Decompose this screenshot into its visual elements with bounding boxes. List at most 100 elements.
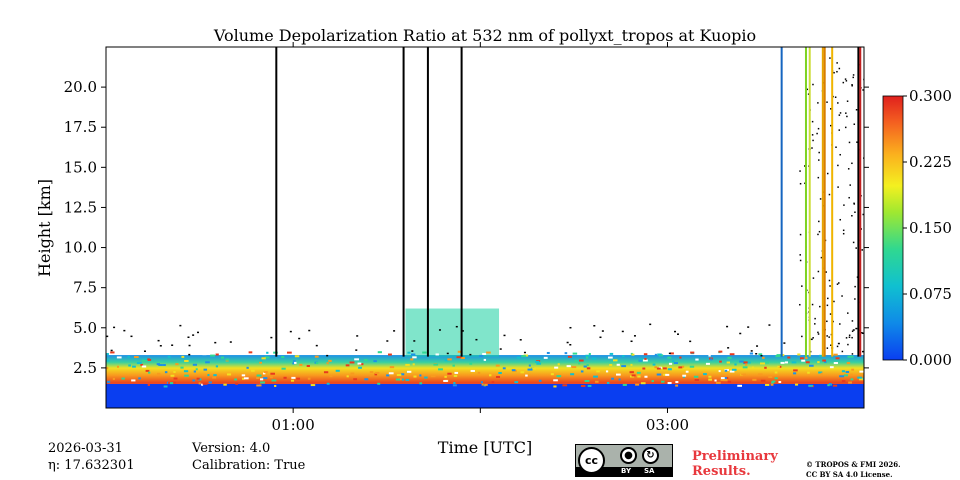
heatmap-speckle [557,363,560,366]
heatmap-speckle [248,351,253,354]
heatmap-speckle [145,369,150,372]
heatmap-speckle [106,380,111,383]
heatmap-speckle [727,356,732,359]
heatmap-speckle [630,363,633,366]
heatmap-speckle [370,374,373,377]
heatmap-speckle [720,378,726,381]
sparse-signal-dot [475,338,478,341]
heatmap-speckle [718,350,723,353]
heatmap-speckle [514,381,519,384]
heatmap-speckle [413,375,417,378]
heatmap-speckle [673,362,678,365]
heatmap-speckle [566,365,571,368]
heatmap-speckle [791,361,797,364]
heatmap-speckle [764,366,767,369]
sparse-signal-dot [503,334,506,337]
noise-dot [847,343,849,346]
x-tick-label: 03:00 [646,416,689,434]
noise-dot [811,134,814,136]
heatmap-speckle [386,374,390,377]
sparse-signal-dot [649,323,652,326]
sparse-signal-dot [461,330,464,332]
heatmap-speckle [389,366,395,369]
heatmap-speckle [354,358,360,361]
heatmap-speckle [369,371,374,374]
heatmap-speckle [281,367,286,370]
colorbar-tick-label: 0.225 [909,153,952,171]
heatmap-speckle [817,361,820,364]
heatmap-speckle [848,381,852,384]
cc-icon: cc [578,447,605,474]
heatmap-speckle [715,381,721,384]
sa-label: SA [644,467,655,475]
heatmap-speckle [690,351,695,354]
heatmap-speckle [739,360,744,363]
heatmap-speckle [373,360,377,363]
copyright-note: © TROPOS & FMI 2026. CC BY SA 4.0 Licens… [806,460,901,480]
colorbar-tick-label: 0.300 [909,87,952,105]
heatmap-speckle [173,377,178,380]
heatmap-speckle [388,353,392,356]
heatmap-speckle [538,379,542,382]
heatmap-speckle [586,364,589,367]
heatmap-speckle [290,379,295,382]
heatmap-speckle [640,382,646,385]
noise-dot [799,254,801,256]
sparse-signal-dot [438,329,441,331]
noise-dot [839,153,841,156]
noise-dot [817,333,820,335]
heatmap-speckle [110,351,115,354]
noise-dot [838,114,841,116]
heatmap-speckle [203,368,208,371]
sparse-signal-dot [455,325,458,328]
heatmap-speckle [851,368,855,371]
heatmap-speckle [757,373,763,376]
heatmap-speckle [259,360,263,363]
heatmap-speckle [580,370,584,373]
sparse-signal-dot [298,337,301,340]
sparse-signal-dot [689,340,692,343]
heatmap-speckle [452,384,457,387]
heatmap-speckle [703,373,707,376]
sparse-signal-dot [171,344,174,346]
heatmap-speckle [520,371,525,374]
heatmap-speckle [207,374,210,377]
heatmap-speckle [410,358,414,361]
heatmap-speckle [170,374,175,377]
footer-left: 2026-03-31 η: 17.632301 [48,440,135,474]
heatmap-speckle [469,362,473,365]
heatmap-speckle [329,375,333,378]
heatmap-speckle [780,361,785,364]
noise-dot [855,247,857,249]
x-axis-label: Time [UTC] [438,438,532,457]
heatmap-speckle [778,381,782,384]
heatmap-speckle [259,384,262,387]
heatmap-speckle [106,353,109,356]
heatmap-speckle [611,377,614,380]
heatmap-speckle [775,355,781,358]
heatmap-speckle [496,375,500,378]
heatmap-speckle [784,361,788,364]
noise-dot [852,76,854,79]
sparse-signal-dot [393,330,396,332]
sparse-signal-dot [593,325,596,327]
heatmap-speckle [205,361,210,364]
plot-area [106,47,864,408]
heatmap-speckle [556,375,562,378]
heatmap-speckle [306,364,310,367]
heatmap-speckle [675,381,679,384]
noise-dot [854,211,856,213]
cc-badge-bar [576,467,672,476]
heatmap-speckle [294,361,297,364]
noise-dot [853,202,855,205]
heatmap-speckle [618,378,621,381]
heatmap-speckle [765,383,770,386]
heatmap-speckle [805,357,808,360]
heatmap-speckle [536,362,542,365]
heatmap-speckle [635,383,640,386]
heatmap-speckle [718,370,721,373]
noise-dot [799,259,802,262]
heatmap-speckle [220,356,225,359]
noise-dot [841,295,843,297]
sparse-signal-dot [726,325,729,328]
